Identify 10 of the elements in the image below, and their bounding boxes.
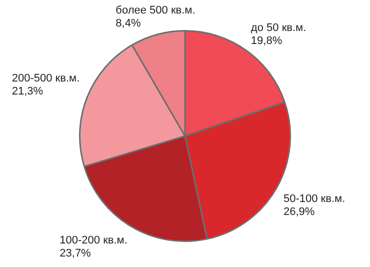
- data-label: 23,7%: [60, 248, 92, 260]
- data-label: 19,8%: [250, 34, 282, 47]
- slice-label: более 500 кв.м.: [116, 4, 196, 17]
- slice-label: до 50 кв.м.: [250, 22, 306, 34]
- slice-label: 50-100 кв.м.: [283, 192, 346, 205]
- data-label: 26,9%: [283, 206, 315, 218]
- slice-label: 100-200 кв.м.: [60, 234, 128, 247]
- data-label: 21,3%: [12, 86, 44, 98]
- data-label: 8,4%: [116, 18, 141, 30]
- slice-label: 200-500 кв.м.: [12, 72, 80, 85]
